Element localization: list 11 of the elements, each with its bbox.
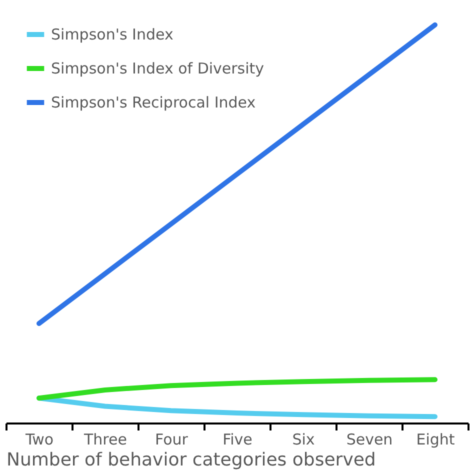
x-tick-label: Five <box>222 430 252 448</box>
x-tick-label: Six <box>292 430 315 448</box>
x-tick-label: Four <box>155 430 189 448</box>
x-tick-label: Seven <box>346 430 393 448</box>
x-tick-label: Three <box>83 430 127 448</box>
x-axis-title: Number of behavior categories observed <box>6 450 376 470</box>
legend-label: Simpson's Index <box>51 26 174 44</box>
legend-label: Simpson's Reciprocal Index <box>51 94 256 112</box>
x-tick-label: Two <box>24 430 54 448</box>
legend-label: Simpson's Index of Diversity <box>51 60 264 78</box>
x-tick-label: Eight <box>416 430 455 448</box>
